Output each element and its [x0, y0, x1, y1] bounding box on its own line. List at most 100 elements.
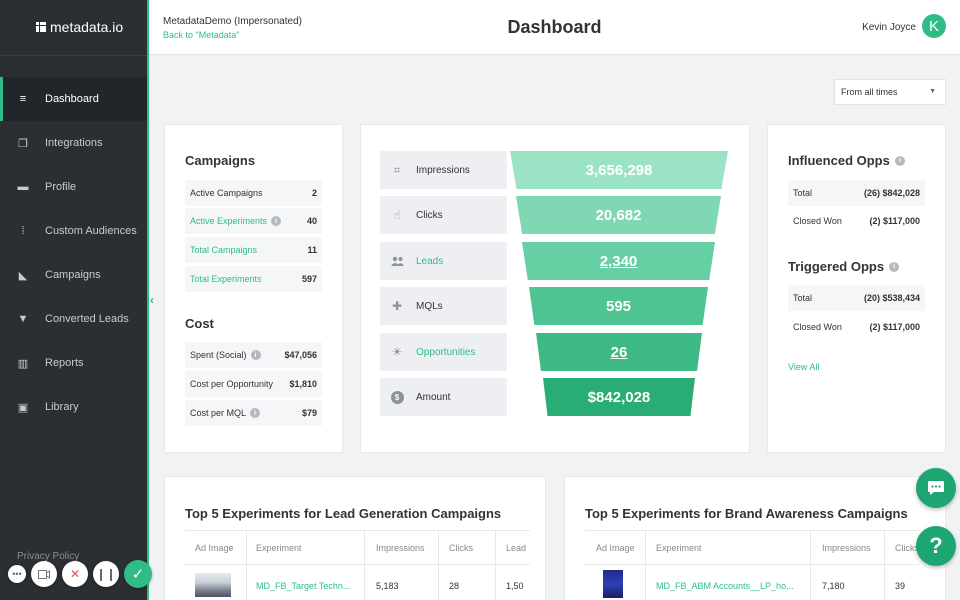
funnel-label-leads[interactable]: Leads [380, 242, 507, 280]
opp-value: (2) $117,000 [869, 322, 920, 332]
stat-label: Total Experiments [190, 274, 262, 284]
ad-image-thumbnail[interactable] [195, 573, 231, 597]
top-bar: MetadataDemo (Impersonated) Back to "Met… [149, 0, 960, 55]
impressions-cell: 7,180 [822, 581, 845, 591]
experiment-link[interactable]: MD_FB_ABM Accounts__LP_ho... [656, 581, 794, 591]
sidebar-item-label: Integrations [45, 137, 103, 149]
campaign-stat-row[interactable]: Total Campaigns 11 [185, 237, 322, 263]
funnel-label-text: Leads [416, 255, 444, 267]
time-filter-value: From all times [841, 87, 898, 97]
funnel-label-opportunities[interactable]: ☀ Opportunities [380, 333, 507, 371]
funnel-label-amount: $ Amount [380, 378, 507, 416]
sliders-icon: ⁞ [21, 225, 25, 237]
stat-value: $47,056 [284, 350, 317, 360]
opp-value: (26) $842,028 [863, 188, 920, 198]
impressions-cell: 5,183 [376, 581, 399, 591]
sidebar-item-dashboard[interactable]: ≡ Dashboard [0, 77, 147, 121]
sidebar-item-label: Converted Leads [45, 313, 129, 325]
opp-label: Closed Won [793, 322, 842, 332]
bulb-icon: ☀ [391, 345, 403, 359]
table-header[interactable]: Experiment [656, 543, 702, 553]
table-header[interactable]: Lead [506, 543, 527, 553]
collapse-sidebar-icon[interactable]: ‹ [150, 293, 154, 307]
influenced-row: Total (26) $842,028 [788, 180, 925, 206]
funnel-value: 3,656,298 [585, 161, 653, 179]
funnel-value: 2,340 [599, 252, 638, 270]
more-icon[interactable]: ••• [8, 565, 26, 583]
info-icon[interactable]: i [250, 408, 261, 418]
lead-cell: 1,50 [506, 581, 524, 591]
sidebar-item-campaigns[interactable]: ◣ Campaigns [0, 253, 147, 297]
stat-label: Active Campaigns [190, 188, 263, 198]
user-name[interactable]: Kevin Joyce [862, 22, 916, 33]
info-icon[interactable]: i [250, 350, 261, 360]
sidebar-item-custom-audiences[interactable]: ⁞ Custom Audiences [0, 209, 147, 253]
chat-icon [928, 481, 944, 495]
close-icon[interactable]: ✕ [62, 561, 88, 587]
triggered-row: Closed Won (2) $117,000 [788, 314, 925, 340]
funnel-bar-clicks: 20,682 [516, 196, 721, 234]
table-header[interactable]: Clicks [449, 543, 473, 553]
info-icon[interactable]: i [894, 155, 905, 166]
logo[interactable]: metadata.io [36, 19, 123, 35]
sidebar-nav: ≡ Dashboard ❐ Integrations ▬ Profile ⁞ C… [0, 77, 147, 429]
privacy-policy-link[interactable]: Privacy Policy [17, 551, 80, 562]
recording-toolbar: ••• ✕ ❙❙ ✓ [8, 560, 152, 588]
table-header[interactable]: Experiment [256, 543, 302, 553]
table-divider [585, 564, 920, 565]
info-icon[interactable]: i [889, 261, 900, 272]
triggered-opps-title-text: Triggered Opps [788, 259, 885, 274]
pause-icon[interactable]: ❙❙ [93, 561, 119, 587]
stat-label: Spent (Social) i [190, 350, 261, 360]
campaign-stat-row[interactable]: Active Experiments i 40 [185, 208, 322, 234]
table-header[interactable]: Ad Image [596, 543, 635, 553]
time-filter-select[interactable]: From all times ▼ [834, 79, 946, 105]
table-header[interactable]: Ad Image [195, 543, 234, 553]
sidebar-item-library[interactable]: ▣ Library [0, 385, 147, 429]
chat-button[interactable] [916, 468, 956, 508]
table-header[interactable]: Impressions [376, 543, 425, 553]
sidebar-edge [147, 0, 149, 600]
funnel-label-text: MQLs [416, 300, 443, 312]
table-divider [185, 564, 530, 565]
funnel-bar-leads[interactable]: 2,340 [522, 242, 715, 280]
sidebar-item-reports[interactable]: ▥ Reports [0, 341, 147, 385]
info-icon[interactable]: i [271, 216, 282, 226]
cost-stat-row: Cost per MQL i $79 [185, 400, 322, 426]
table-header[interactable]: Impressions [822, 543, 871, 553]
funnel-value: 20,682 [595, 206, 642, 224]
sidebar-divider [0, 55, 147, 56]
influenced-opps-title: Influenced Opps i [788, 153, 905, 168]
sidebar-item-integrations[interactable]: ❐ Integrations [0, 121, 147, 165]
stat-label-text: Active Experiments [190, 216, 268, 226]
database-icon: ≡ [19, 93, 27, 105]
sidebar: metadata.io ≡ Dashboard ❐ Integrations ▬… [0, 0, 147, 600]
help-button[interactable]: ? [916, 526, 956, 566]
camera-icon[interactable] [31, 561, 57, 587]
funnel-bar-amount: $842,028 [543, 378, 695, 416]
sidebar-item-converted-leads[interactable]: ▼ Converted Leads [0, 297, 147, 341]
stat-label: Cost per Opportunity [190, 379, 274, 389]
view-all-link[interactable]: View All [788, 362, 820, 372]
column-divider [645, 530, 646, 600]
scan-icon: ⌗ [393, 162, 401, 177]
lead-gen-table-title: Top 5 Experiments for Lead Generation Ca… [185, 506, 502, 521]
table-header[interactable]: Clicks [895, 543, 919, 553]
campaign-stat-row[interactable]: Total Experiments 597 [185, 266, 322, 292]
filter-icon: ▼ [17, 313, 29, 325]
check-icon[interactable]: ✓ [124, 560, 152, 588]
table-divider [585, 530, 920, 531]
stat-label: Total Campaigns [190, 245, 258, 255]
funnel-bar-opportunities[interactable]: 26 [536, 333, 702, 371]
stat-label-text: Spent (Social) [190, 350, 247, 360]
back-link[interactable]: Back to "Metadata" [163, 30, 240, 40]
stat-value: 597 [301, 274, 317, 284]
user-plus-icon: ✚ [391, 299, 403, 313]
pointer-icon: ☝ [393, 208, 401, 222]
ad-image-thumbnail[interactable] [603, 570, 623, 598]
experiment-link[interactable]: MD_FB_Target Techn... [256, 581, 351, 591]
clicks-cell: 28 [449, 581, 460, 591]
sidebar-item-profile[interactable]: ▬ Profile [0, 165, 147, 209]
avatar[interactable]: K [922, 14, 946, 38]
brand-awareness-table-title: Top 5 Experiments for Brand Awareness Ca… [585, 506, 908, 521]
